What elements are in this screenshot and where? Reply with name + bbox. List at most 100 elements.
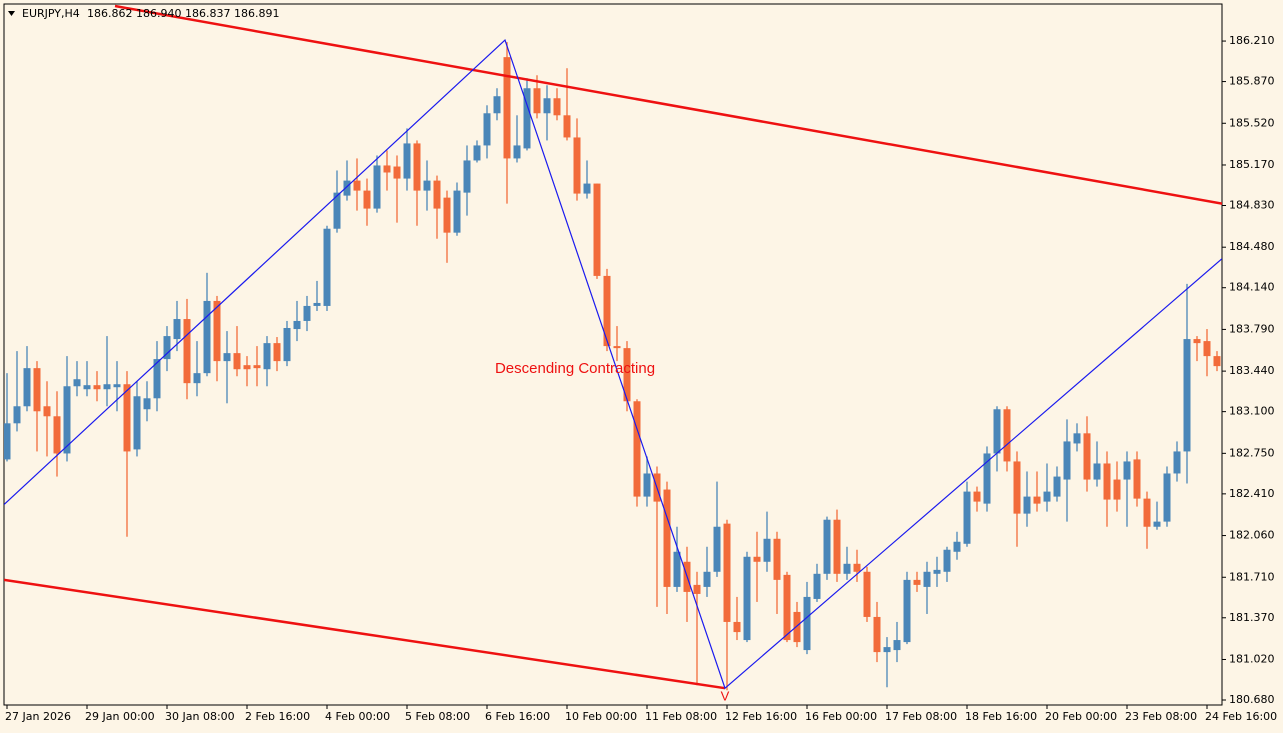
annotation: V — [721, 688, 730, 703]
y-tick-label: 182.060 — [1229, 529, 1275, 542]
candle-body — [273, 343, 281, 362]
x-tick-label: 23 Feb 08:00 — [1125, 710, 1197, 723]
candle-body — [333, 192, 341, 229]
candle-body — [693, 584, 701, 594]
candle-body — [83, 385, 91, 390]
candle-body — [1033, 496, 1041, 504]
annotation: Descending Contracting — [495, 360, 655, 377]
candle-body — [443, 197, 451, 233]
candle-body — [833, 519, 841, 574]
candle-body — [1163, 473, 1171, 522]
candle-body — [893, 640, 901, 651]
candle-body — [433, 180, 441, 209]
candle-body — [1003, 409, 1011, 462]
candle-body — [673, 551, 681, 587]
candle-body — [1173, 451, 1181, 474]
candle-body — [313, 302, 321, 306]
candle-body — [553, 98, 561, 116]
x-tick-label: 27 Jan 2026 — [5, 710, 71, 723]
candle-body — [1083, 433, 1091, 480]
x-tick-label: 18 Feb 16:00 — [965, 710, 1037, 723]
candle-body — [383, 165, 391, 173]
trend-line — [114, 4, 1222, 205]
candle-body — [783, 574, 791, 641]
candle-body — [593, 183, 601, 276]
y-tick-label: 183.790 — [1229, 322, 1275, 335]
candle-body — [863, 571, 871, 617]
candle-body — [873, 616, 881, 653]
candle-body — [353, 180, 361, 191]
trend-line — [4, 39, 1222, 690]
candle-body — [743, 556, 751, 641]
candle-body — [903, 579, 911, 643]
candle-body — [973, 491, 981, 502]
candle-body — [563, 115, 571, 138]
candle-body — [123, 384, 131, 452]
plot-frame — [3, 3, 1223, 706]
y-tick-label: 185.520 — [1229, 116, 1275, 129]
candle-body — [393, 166, 401, 179]
candle-body — [1213, 356, 1221, 367]
candle-body — [243, 365, 251, 370]
candle-body — [943, 549, 951, 572]
candle-body — [963, 491, 971, 544]
candle-body — [813, 573, 821, 599]
candle-body — [763, 538, 771, 562]
candle-body — [803, 596, 811, 651]
candle-body — [953, 541, 961, 552]
candle-body — [213, 300, 221, 362]
candle-body — [643, 473, 651, 497]
menu-arrow[interactable] — [8, 11, 15, 16]
y-tick-label: 182.750 — [1229, 446, 1275, 459]
candle-body — [753, 556, 761, 562]
candle-body — [173, 319, 181, 340]
candle-body — [323, 228, 331, 306]
candle-body — [723, 523, 731, 622]
candle-body — [193, 373, 201, 384]
candle-body — [933, 569, 941, 574]
candle-body — [133, 396, 141, 450]
x-tick-label: 29 Jan 00:00 — [85, 710, 155, 723]
candle-body — [253, 365, 261, 369]
candle-body — [1013, 461, 1021, 514]
candle-body — [613, 346, 621, 349]
x-tick-label: 6 Feb 16:00 — [485, 710, 550, 723]
candle-body — [53, 416, 61, 454]
candle-body — [1073, 433, 1081, 444]
x-tick-label: 16 Feb 00:00 — [805, 710, 877, 723]
y-tick-label: 184.480 — [1229, 240, 1275, 253]
candle-body — [1063, 441, 1071, 480]
candle-body — [703, 571, 711, 587]
x-tick-label: 4 Feb 00:00 — [325, 710, 390, 723]
candle-body — [63, 386, 71, 454]
candle-body — [1183, 339, 1191, 452]
y-tick-label: 181.710 — [1229, 570, 1275, 583]
candle-body — [73, 379, 81, 387]
candle-body — [223, 353, 231, 362]
x-tick-label: 10 Feb 00:00 — [565, 710, 637, 723]
candle-body — [1113, 479, 1121, 500]
candle-body — [363, 190, 371, 209]
candle-body — [23, 368, 31, 407]
candle-body — [1093, 463, 1101, 480]
x-tick-label: 20 Feb 00:00 — [1045, 710, 1117, 723]
candle-body — [623, 348, 631, 402]
candle-body — [713, 526, 721, 572]
y-tick-label: 184.140 — [1229, 281, 1275, 294]
candle-body — [483, 113, 491, 146]
candle-body — [1043, 491, 1051, 502]
y-tick-label: 181.020 — [1229, 652, 1275, 665]
y-tick-label: 181.370 — [1229, 611, 1275, 624]
candle-body — [13, 406, 21, 424]
candle-body — [113, 384, 121, 388]
candle-body — [263, 343, 271, 370]
candle-body — [373, 165, 381, 209]
candle-body — [423, 180, 431, 191]
candle-body — [153, 359, 161, 399]
candle-body — [1053, 476, 1061, 497]
symbol: EURJPY,H4 — [22, 7, 80, 20]
candle-body — [473, 145, 481, 161]
candle-body — [583, 183, 591, 194]
candle-body — [1193, 339, 1201, 344]
candle-body — [183, 319, 191, 384]
